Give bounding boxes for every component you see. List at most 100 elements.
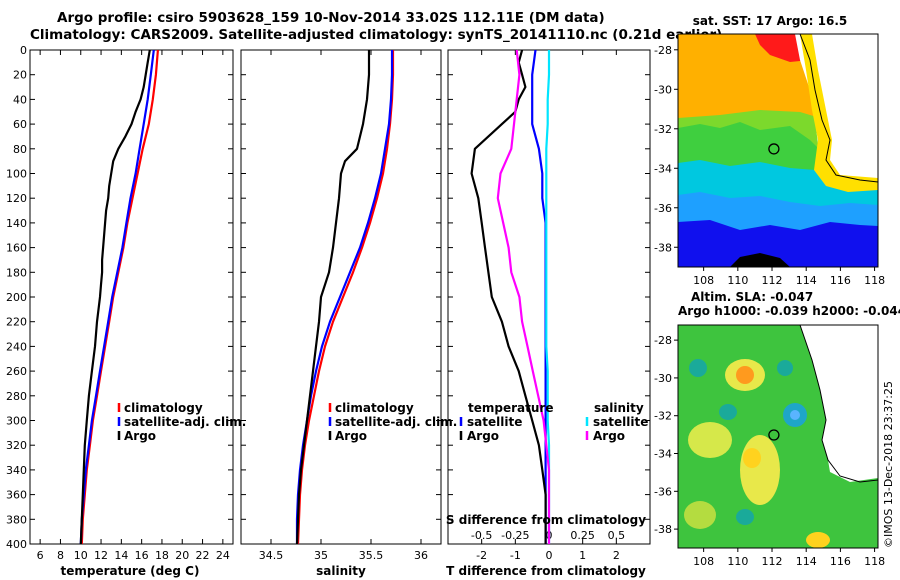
map-y-tick-label: -28 (654, 334, 672, 347)
salinity-series-climatology (296, 50, 395, 545)
x-tick-label: 10 (74, 549, 88, 562)
x-tick-label: 6 (37, 549, 44, 562)
s-diff-tick-label: 0.25 (570, 529, 595, 542)
map-x-tick-label: 114 (796, 555, 817, 568)
y-tick-label: 220 (6, 316, 27, 329)
difference-xlabel: T difference from climatology (446, 564, 646, 578)
sst-map-title: sat. SST: 17 Argo: 16.5 (693, 14, 847, 28)
y-tick-label: 280 (6, 390, 27, 403)
temperature-series-argo (79, 49, 151, 545)
difference-series-temperature-satellite (531, 49, 547, 544)
salinity-series-satellite-adj--clim- (295, 50, 394, 544)
x-tick-label: 36 (414, 549, 428, 562)
salinity-legend: climatology satellite-adj. clim. Argo (328, 401, 457, 443)
y-tick-label: 180 (6, 266, 27, 279)
legend-salinity-header: salinity (594, 401, 644, 415)
y-tick-label: 120 (6, 192, 27, 205)
y-tick-label: 0 (20, 44, 27, 57)
salinity-xlabel: salinity (316, 564, 366, 578)
temperature-series-satellite-adj--clim- (79, 49, 155, 545)
y-tick-label: 300 (6, 415, 27, 428)
sla-map-title-line1: Altim. SLA: -0.047 (691, 290, 813, 304)
float-position-marker (768, 429, 780, 441)
sla-map-title-line2: Argo h1000: -0.039 h2000: -0.044 (678, 304, 900, 318)
legend-t-satellite-label: satellite (467, 415, 522, 429)
x-tick-label: 16 (135, 549, 149, 562)
y-tick-label: 80 (13, 143, 27, 156)
sla-high-anomaly (740, 435, 780, 505)
map-x-tick-label: 108 (693, 555, 714, 568)
map-x-tick-label: 114 (796, 274, 817, 287)
x-tick-label: 2 (613, 549, 620, 562)
sla-map-frame (677, 324, 879, 549)
map-x-tick-label: 118 (864, 274, 885, 287)
sla-map (678, 325, 878, 548)
y-tick-label: 160 (6, 242, 27, 255)
x-tick-label: -2 (476, 549, 487, 562)
x-tick-label: 34.5 (259, 549, 284, 562)
map-y-tick-label: -34 (654, 162, 672, 175)
map-x-tick-label: 112 (762, 555, 783, 568)
y-tick-label: 400 (6, 538, 27, 551)
map-x-tick-label: 118 (864, 555, 885, 568)
legend-argo-label: Argo (335, 429, 367, 443)
sla-peak (743, 448, 761, 468)
x-tick-label: 12 (94, 549, 108, 562)
map-x-tick-label: 110 (727, 555, 748, 568)
y-tick-label: 200 (6, 291, 27, 304)
y-tick-label: 340 (6, 464, 27, 477)
legend-s-argo-label: Argo (593, 429, 625, 443)
sst-coastline (799, 34, 878, 183)
temperature-legend: climatology satellite-adj. clim. Argo (117, 401, 246, 443)
map-y-tick-label: -28 (654, 44, 672, 57)
sla-low-anomaly (689, 359, 707, 377)
float-position-marker (768, 143, 780, 155)
map-y-tick-label: -30 (654, 83, 672, 96)
x-tick-label: 8 (57, 549, 64, 562)
y-tick-label: 360 (6, 489, 27, 502)
sst-hot-patch (755, 34, 810, 62)
x-tick-label: 20 (175, 549, 189, 562)
map-y-tick-label: -32 (654, 123, 672, 136)
y-tick-label: 140 (6, 217, 27, 230)
map-y-tick-label: -32 (654, 410, 672, 423)
x-tick-label: 35.5 (359, 549, 384, 562)
legend-temperature-header: temperature (468, 401, 553, 415)
legend-climatology-label: climatology (335, 401, 414, 415)
map-x-tick-label: 108 (693, 274, 714, 287)
map-y-tick-label: -36 (654, 202, 672, 215)
x-tick-label: 18 (155, 549, 169, 562)
difference-top-xlabel: S difference from climatology (446, 513, 646, 527)
map-y-tick-label: -36 (654, 485, 672, 498)
difference-legend: temperature satellite Argo salinity sate… (459, 401, 648, 443)
temperature-xlabel: temperature (deg C) (61, 564, 200, 578)
page-title-line1: Argo profile: csiro 5903628_159 10-Nov-2… (57, 10, 605, 26)
map-x-tick-label: 116 (830, 555, 851, 568)
y-tick-label: 40 (13, 93, 27, 106)
difference-series-temperature-argo (470, 49, 547, 544)
y-tick-label: 60 (13, 118, 27, 131)
x-tick-label: 1 (579, 549, 586, 562)
difference-series-salinity-argo (496, 49, 551, 544)
legend-argo-label: Argo (124, 429, 156, 443)
map-y-tick-label: -30 (654, 372, 672, 385)
y-tick-label: 20 (13, 69, 27, 82)
salinity-series-argo (295, 50, 371, 545)
legend-t-argo-label: Argo (467, 429, 499, 443)
map-x-tick-label: 112 (762, 274, 783, 287)
sla-coastline (799, 325, 878, 483)
x-tick-label: 0 (546, 549, 553, 562)
legend-climatology-label: climatology (124, 401, 203, 415)
sla-low-anomaly (719, 404, 737, 420)
x-tick-label: 14 (114, 549, 128, 562)
sla-low-anomaly (777, 360, 793, 376)
map-y-tick-label: -38 (654, 241, 672, 254)
sst-map (678, 34, 878, 267)
y-tick-label: 320 (6, 439, 27, 452)
sla-land (800, 325, 878, 482)
sla-low-anomaly (736, 509, 754, 525)
map-y-tick-label: -34 (654, 448, 672, 461)
sla-low-core (790, 410, 800, 420)
x-tick-label: 35 (314, 549, 328, 562)
